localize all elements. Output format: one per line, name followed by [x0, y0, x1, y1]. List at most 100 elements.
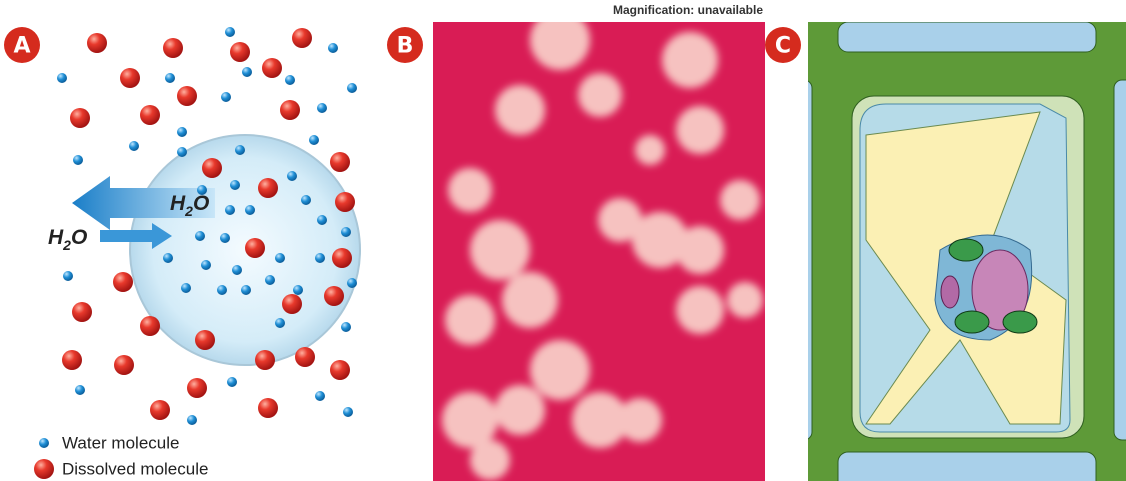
water-molecule — [309, 135, 319, 145]
cell-cluster — [470, 440, 510, 480]
water-molecule — [232, 265, 242, 275]
dissolved-molecule — [295, 347, 315, 367]
nucleus — [971, 249, 1029, 331]
dissolved-molecule — [330, 152, 350, 172]
h2o-end: O — [71, 226, 87, 249]
cell-cluster — [495, 385, 545, 435]
water-molecule — [301, 195, 311, 205]
water-molecule — [227, 377, 237, 387]
golgi — [940, 275, 960, 309]
water-molecule — [63, 271, 73, 281]
water-molecule — [187, 415, 197, 425]
water-molecule — [265, 275, 275, 285]
dissolved-molecule — [163, 38, 183, 58]
h2o-main: H — [170, 192, 186, 215]
water-molecule — [177, 127, 187, 137]
neighbor-cell — [837, 451, 1097, 481]
water-molecule — [315, 253, 325, 263]
cell-cluster — [720, 180, 760, 220]
legend-water: Water molecule — [62, 434, 179, 453]
cell-cluster — [635, 135, 665, 165]
water-molecule — [285, 75, 295, 85]
cell-cluster — [727, 282, 763, 318]
cell-cluster — [530, 340, 590, 400]
water-molecule — [328, 43, 338, 53]
cell-cluster — [676, 226, 724, 274]
legend-dissolved: Dissolved molecule — [62, 460, 208, 479]
dissolved-molecule — [280, 100, 300, 120]
panel-badge — [4, 27, 40, 63]
panel-label: C — [775, 34, 791, 59]
water-molecule — [275, 253, 285, 263]
cell-cluster — [445, 295, 495, 345]
h2o-label: H2O — [170, 192, 209, 219]
dissolved-molecule — [282, 294, 302, 314]
water-molecule — [287, 171, 297, 181]
water-molecule — [315, 391, 325, 401]
dissolved-molecule — [150, 400, 170, 420]
dissolved-molecule — [332, 248, 352, 268]
cell-cluster — [578, 73, 622, 117]
dissolved-molecule — [120, 68, 140, 88]
legend-dissolved-icon — [34, 459, 54, 479]
panel-badge — [765, 27, 801, 63]
dissolved-molecule — [245, 238, 265, 258]
dissolved-molecule — [202, 158, 222, 178]
cell-cluster — [495, 85, 545, 135]
arrow-in — [100, 223, 172, 249]
chloroplast — [954, 310, 990, 334]
water-molecule — [225, 27, 235, 37]
water-molecule — [343, 407, 353, 417]
water-molecule — [347, 83, 357, 93]
panel-label: B — [397, 34, 414, 59]
water-molecule — [217, 285, 227, 295]
cell-cluster — [676, 106, 724, 154]
h2o-sub: 2 — [184, 203, 193, 219]
water-molecule — [163, 253, 173, 263]
water-molecule — [241, 285, 251, 295]
water-molecule — [75, 385, 85, 395]
water-molecule — [341, 322, 351, 332]
panel-a: H2O H2O Water molecule Dissolved molecul… — [34, 27, 361, 479]
cell-cluster — [632, 212, 688, 268]
water-molecule — [242, 67, 252, 77]
cell — [129, 134, 361, 366]
dissolved-molecule — [72, 302, 92, 322]
dissolved-molecule — [324, 286, 344, 306]
h2o-main: H — [48, 226, 64, 249]
cell-cluster — [572, 392, 628, 448]
water-molecule — [220, 233, 230, 243]
cell-cluster — [448, 168, 492, 212]
legend-water-icon — [39, 438, 49, 448]
neighbor-cell — [808, 80, 813, 440]
water-molecule — [225, 205, 235, 215]
cell-cluster — [598, 198, 642, 242]
water-molecule — [195, 231, 205, 241]
dissolved-molecule — [62, 350, 82, 370]
h2o-end: O — [193, 192, 209, 215]
dissolved-molecule — [140, 105, 160, 125]
cell-cluster — [530, 22, 590, 70]
water-molecule — [317, 215, 327, 225]
cell-cluster — [618, 398, 662, 442]
cell-cluster — [676, 286, 724, 334]
water-molecule — [221, 92, 231, 102]
water-molecule — [201, 260, 211, 270]
dissolved-molecule — [87, 33, 107, 53]
dissolved-molecule — [335, 192, 355, 212]
neighbor-cell — [837, 22, 1097, 53]
dissolved-molecule — [258, 398, 278, 418]
water-molecule — [177, 147, 187, 157]
dissolved-molecule — [255, 350, 275, 370]
water-molecule — [181, 283, 191, 293]
cell-cluster — [662, 32, 718, 88]
chloroplast — [948, 238, 984, 262]
water-molecule — [341, 227, 351, 237]
panel-badge — [387, 27, 423, 63]
water-molecule — [165, 73, 175, 83]
h2o-sub: 2 — [62, 237, 71, 253]
water-molecule — [57, 73, 67, 83]
panel-c — [808, 22, 1126, 481]
dissolved-molecule — [177, 86, 197, 106]
